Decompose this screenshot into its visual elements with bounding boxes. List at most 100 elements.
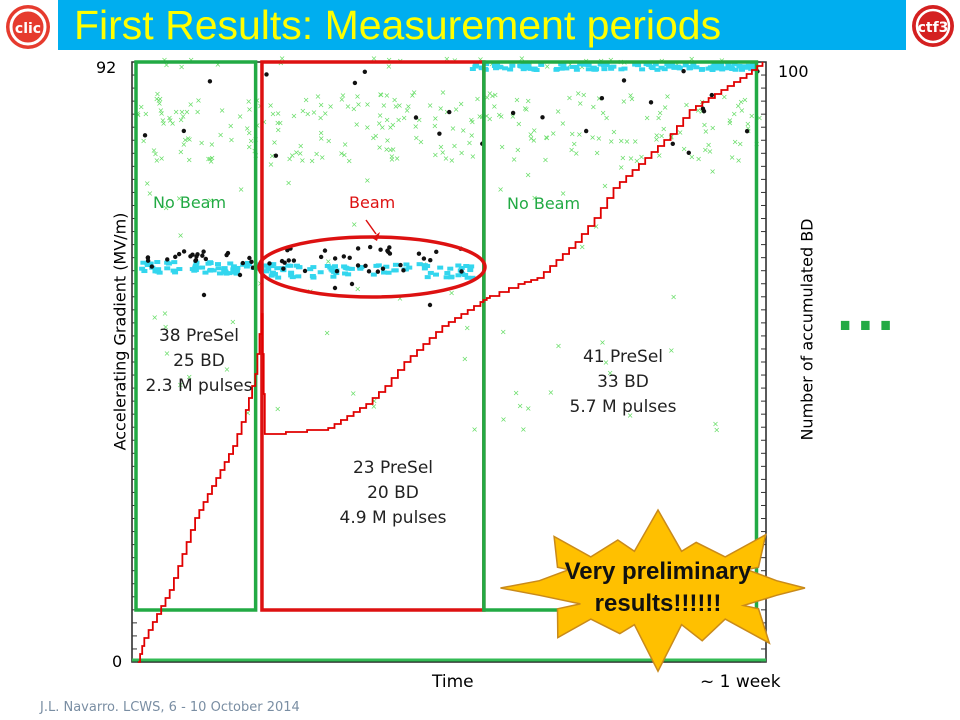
pulse-marker: × — [277, 119, 284, 128]
presel-top-marker — [676, 66, 683, 71]
presel-top-marker — [597, 62, 604, 67]
pulse-marker: × — [156, 99, 163, 108]
bd-marker — [355, 246, 361, 251]
pulse-marker: × — [182, 135, 189, 144]
presel-marker — [345, 272, 352, 277]
pulse-marker: × — [555, 107, 562, 116]
pulse-marker: × — [432, 114, 439, 123]
bd-marker — [165, 257, 170, 262]
bd-marker — [434, 249, 439, 255]
pulse-marker: × — [709, 167, 716, 176]
bd-marker — [224, 252, 229, 258]
period-stats-1: 38 PreSel 25 BD 2.3 M pulses — [134, 324, 264, 399]
pulse-marker: × — [364, 123, 371, 132]
pulse-marker: × — [158, 154, 165, 163]
presel-top-marker — [519, 64, 526, 69]
presel-top-marker — [520, 67, 527, 72]
pulse-marker: × — [451, 142, 458, 151]
pulse-marker: × — [341, 151, 348, 160]
pulse-marker: × — [151, 146, 158, 155]
pulse-marker: × — [244, 124, 251, 133]
pulse-marker: × — [383, 91, 390, 100]
pulse-marker: × — [188, 55, 195, 64]
presel-marker — [192, 268, 199, 273]
pulse-marker: × — [299, 156, 306, 165]
pulse-marker: × — [602, 182, 609, 191]
bd-marker — [686, 150, 691, 156]
presel-top-marker — [707, 65, 714, 70]
presel-marker — [288, 270, 295, 275]
presel-marker — [381, 270, 388, 275]
bd-marker — [291, 258, 297, 263]
pulse-marker: × — [439, 148, 446, 157]
period-box-1 — [134, 60, 258, 612]
bd-marker — [385, 248, 390, 253]
pulse-marker: × — [477, 55, 484, 64]
pulse-marker: × — [443, 154, 450, 163]
bd-marker — [401, 268, 406, 273]
pulse-marker: × — [245, 97, 252, 106]
presel-top-marker — [482, 67, 489, 72]
pulse-marker: × — [514, 95, 521, 104]
presel-marker — [171, 260, 178, 265]
presel-marker — [421, 263, 428, 268]
presel-marker — [331, 264, 338, 269]
callout-line-2: results!!!!!! — [594, 590, 722, 617]
pulse-marker: × — [351, 104, 358, 113]
presel-marker — [285, 263, 292, 268]
beam-arrowhead — [372, 232, 380, 241]
pulse-marker: × — [662, 103, 669, 112]
presel-top-marker — [639, 67, 646, 72]
pulse-marker: × — [497, 185, 504, 194]
pulse-marker: × — [246, 105, 253, 114]
pulse-marker: × — [354, 92, 361, 101]
presel-marker — [176, 267, 183, 272]
presel-top-marker — [507, 67, 514, 72]
pulse-marker: × — [135, 110, 142, 119]
pulse-marker: × — [161, 56, 168, 65]
pulse-marker: × — [394, 154, 401, 163]
pulse-marker: × — [468, 115, 475, 124]
pulse-marker: × — [589, 133, 596, 142]
pulse-marker: × — [411, 88, 418, 97]
presel-marker — [342, 271, 349, 276]
pulse-marker: × — [405, 102, 412, 111]
bd-marker — [173, 254, 178, 260]
pulse-marker: × — [491, 102, 498, 111]
pulse-marker: × — [513, 389, 520, 398]
pulse-marker: × — [702, 146, 709, 155]
pulse-marker: × — [355, 100, 362, 109]
pulse-marker: × — [655, 114, 662, 123]
pulse-marker: × — [364, 176, 371, 185]
pulse-marker: × — [164, 349, 171, 358]
presel-marker — [293, 263, 300, 268]
pulse-marker: × — [658, 132, 665, 141]
pulse-marker: × — [187, 100, 194, 109]
presel-marker — [245, 262, 252, 267]
pulse-marker: × — [726, 116, 733, 125]
pulse-marker: × — [261, 118, 268, 127]
pulse-marker: × — [390, 121, 397, 130]
presel-top-marker — [732, 67, 739, 72]
pulse-marker: × — [438, 143, 445, 152]
pulse-marker: × — [468, 131, 475, 140]
bd-marker — [267, 261, 272, 266]
bd-marker — [176, 251, 182, 257]
bd-marker — [427, 302, 433, 308]
pulse-marker: × — [146, 189, 153, 198]
pulse-marker: × — [160, 116, 167, 125]
presel-top-marker — [654, 67, 661, 72]
callout-text: Very preliminary results!!!!!! — [520, 556, 796, 620]
pulse-marker: × — [657, 109, 664, 118]
presel-top-marker — [524, 62, 531, 67]
pulse-marker: × — [396, 101, 403, 110]
bd-marker — [621, 78, 627, 83]
bd-marker — [249, 259, 254, 265]
pulse-marker: × — [528, 134, 535, 143]
pulse-marker: × — [274, 119, 281, 128]
pulse-marker: × — [432, 151, 439, 160]
presel-top-marker — [715, 62, 722, 67]
pulse-marker: × — [162, 322, 169, 331]
pulse-marker: × — [660, 124, 667, 133]
pulse-marker: × — [163, 203, 170, 212]
